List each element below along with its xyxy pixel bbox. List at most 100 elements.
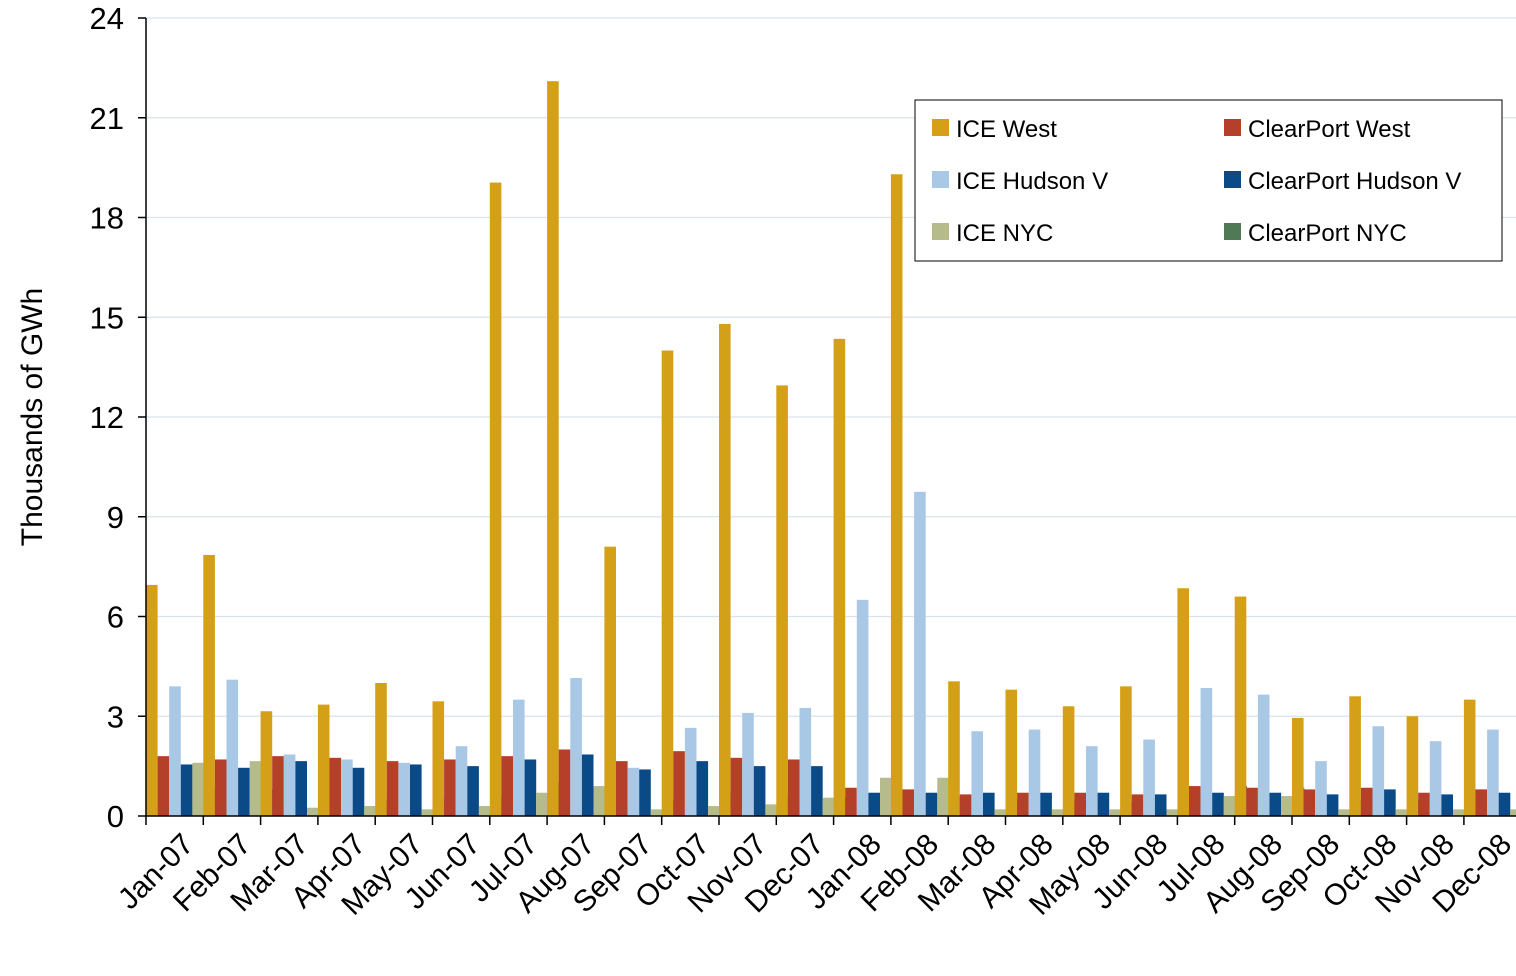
bar bbox=[1120, 686, 1132, 816]
bar bbox=[684, 727, 697, 816]
legend-swatch bbox=[932, 171, 949, 188]
bar bbox=[146, 584, 158, 816]
bar bbox=[833, 338, 846, 816]
bar bbox=[421, 809, 434, 816]
legend-swatch bbox=[1224, 223, 1241, 240]
bar bbox=[673, 751, 685, 816]
bar bbox=[1212, 792, 1224, 816]
bar bbox=[1292, 717, 1304, 816]
bar bbox=[1418, 792, 1430, 816]
bar bbox=[238, 767, 250, 816]
bar bbox=[604, 546, 616, 816]
bar bbox=[1429, 741, 1442, 816]
bar bbox=[317, 704, 330, 816]
bar bbox=[180, 764, 193, 816]
bar bbox=[1166, 809, 1179, 816]
bar bbox=[226, 679, 239, 816]
legend-label: ICE West bbox=[956, 116, 1057, 143]
bar bbox=[260, 711, 273, 816]
bar bbox=[203, 554, 215, 816]
bar bbox=[822, 797, 835, 816]
bar bbox=[753, 766, 766, 816]
bar bbox=[959, 794, 972, 816]
bar bbox=[616, 761, 628, 816]
y-tick-label: 21 bbox=[90, 101, 124, 136]
bar bbox=[1017, 792, 1029, 816]
bar bbox=[467, 766, 479, 816]
bar bbox=[914, 491, 926, 816]
legend-box bbox=[914, 99, 1503, 262]
bar bbox=[501, 756, 513, 816]
y-tick-label: 15 bbox=[90, 300, 124, 335]
bar bbox=[307, 807, 319, 816]
bar bbox=[386, 761, 399, 816]
bar bbox=[1131, 794, 1144, 816]
bar bbox=[1086, 746, 1098, 816]
y-tick-label: 18 bbox=[90, 201, 124, 236]
legend-label: ICE Hudson V bbox=[956, 168, 1108, 195]
bar bbox=[1326, 794, 1339, 816]
bar bbox=[971, 731, 983, 816]
bar bbox=[1154, 794, 1167, 816]
bar bbox=[742, 712, 754, 816]
bar bbox=[536, 792, 548, 816]
y-ticks: 0 3 6 9 12 15 18 21 24 bbox=[90, 1, 146, 834]
bar bbox=[455, 746, 468, 816]
bar bbox=[856, 599, 869, 816]
bar bbox=[1498, 792, 1511, 816]
bar bbox=[880, 777, 892, 816]
bar bbox=[787, 759, 800, 816]
bar bbox=[1441, 794, 1453, 816]
bar bbox=[994, 809, 1007, 816]
bar bbox=[272, 756, 284, 816]
bar bbox=[639, 769, 651, 816]
bar bbox=[341, 759, 353, 816]
bar bbox=[329, 757, 342, 816]
bar bbox=[1395, 809, 1408, 816]
legend: ICE West ClearPort West ICE Hudson V ClearP… bbox=[914, 99, 1503, 262]
bar bbox=[1051, 809, 1064, 816]
bar bbox=[1269, 792, 1282, 816]
bar bbox=[1338, 809, 1350, 816]
bar bbox=[1028, 729, 1041, 816]
bar bbox=[650, 809, 663, 816]
bar bbox=[513, 699, 525, 816]
bar bbox=[295, 761, 307, 816]
bar bbox=[719, 323, 731, 816]
bar bbox=[570, 678, 582, 816]
bar bbox=[811, 766, 823, 816]
bar bbox=[799, 707, 812, 816]
bar bbox=[478, 806, 491, 816]
bar bbox=[1189, 786, 1201, 816]
bar bbox=[890, 174, 903, 816]
bar bbox=[1109, 809, 1121, 816]
bar bbox=[765, 804, 777, 816]
legend-label: ClearPort West bbox=[1248, 116, 1411, 143]
bar bbox=[948, 681, 960, 816]
bar bbox=[283, 754, 296, 816]
legend-swatch bbox=[932, 119, 949, 136]
bar bbox=[593, 786, 606, 816]
y-tick-label: 9 bbox=[107, 500, 124, 535]
bar bbox=[1463, 699, 1476, 816]
bar bbox=[214, 759, 227, 816]
x-ticks: Jan-07Feb-07Mar-07Apr-07May-07Jun-07Jul-… bbox=[112, 816, 1516, 922]
bar bbox=[489, 182, 502, 816]
bar bbox=[1281, 796, 1293, 816]
bar bbox=[1040, 792, 1052, 816]
y-tick-label: 3 bbox=[107, 699, 124, 734]
bar bbox=[925, 792, 938, 816]
bar bbox=[1005, 689, 1018, 816]
y-tick-label: 12 bbox=[90, 400, 124, 435]
bar bbox=[410, 764, 422, 816]
bar bbox=[1062, 706, 1075, 816]
bar bbox=[249, 761, 262, 816]
bar bbox=[696, 761, 709, 816]
bar bbox=[1097, 792, 1110, 816]
bar bbox=[1510, 809, 1516, 816]
y-tick-label: 6 bbox=[107, 600, 124, 635]
bar bbox=[1257, 694, 1270, 816]
bar bbox=[558, 749, 571, 816]
bar bbox=[1349, 696, 1361, 816]
